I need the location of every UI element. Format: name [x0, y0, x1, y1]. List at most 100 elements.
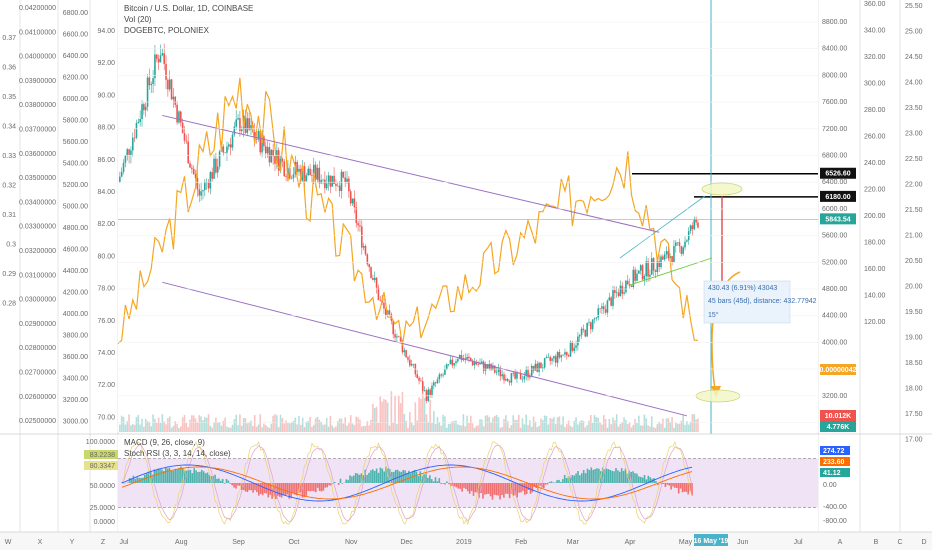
candle-body [532, 365, 535, 371]
indicator-right-tick: 274.72 [823, 448, 845, 455]
left-axis-c-tick: 5800.00 [63, 118, 88, 125]
macd-histogram-bar [468, 483, 471, 494]
candle-body [481, 361, 483, 364]
macd-histogram-bar [432, 481, 435, 483]
macd-histogram-bar [375, 468, 378, 483]
macd-histogram-bar [687, 483, 689, 495]
volume-bar [543, 415, 546, 432]
volume-bar [643, 414, 646, 432]
volume-bar [228, 427, 230, 432]
macd-histogram-bar [539, 483, 541, 486]
candle-body [366, 254, 369, 265]
price-badge-current-bg [820, 213, 856, 225]
left-axis-d-tick: 76.00 [97, 318, 115, 325]
macd-histogram-bar [666, 483, 669, 485]
right-axis-b-tick: 220.00 [864, 187, 886, 194]
macd-histogram-bar [354, 472, 357, 483]
candle-body [146, 77, 149, 107]
candle-body [543, 358, 546, 368]
candle-body [259, 130, 262, 153]
macd-histogram-bar [417, 476, 420, 483]
volume-bar [204, 417, 206, 432]
volume-bar [464, 426, 467, 432]
candle-body [588, 322, 590, 323]
wedge-upper[interactable] [619, 195, 706, 259]
volume-bar [455, 420, 457, 432]
volume-bar [625, 419, 627, 432]
candle-body [514, 372, 516, 379]
volume-bar [191, 415, 193, 432]
volume-bar [252, 426, 254, 432]
candle-body [409, 359, 411, 366]
volume-bar [144, 418, 147, 432]
volume-bar [202, 420, 204, 432]
macd-histogram-bar [548, 481, 551, 483]
macd-histogram-bar [679, 483, 682, 489]
candle-body [261, 136, 263, 153]
candle-body [662, 256, 664, 260]
right-price-scales[interactable]: 8800.00 8400.00 8000.00 7600.00 7200.00 6800.… [817, 0, 932, 532]
target-ellipse-top[interactable] [701, 182, 743, 196]
macd-histogram-bar [290, 483, 292, 499]
candle-body [434, 382, 437, 384]
volume-bar [246, 423, 249, 432]
volume-bar [349, 415, 352, 432]
candle-body [595, 317, 598, 319]
macd-histogram-bar [590, 467, 593, 483]
volume-bar [645, 418, 648, 432]
volume-bar [444, 416, 446, 432]
volume-bar [684, 424, 686, 432]
candle-body [222, 146, 225, 153]
main-price-pane[interactable] [117, 0, 818, 532]
candle-body [342, 171, 345, 178]
macd-histogram-bar [261, 483, 264, 496]
right-axis-b-tick: 160.00 [864, 266, 886, 273]
left-axis-d-tick: 84.00 [97, 189, 115, 196]
candle-body [497, 368, 500, 372]
volume-bar [492, 417, 494, 432]
right-axis-a-tick: 6800.00 [822, 153, 847, 160]
macd-histogram-bar [128, 478, 131, 483]
macd-histogram-bar [258, 483, 260, 496]
macd-histogram-bar [643, 475, 646, 483]
indicator-pane[interactable]: 100.0000 83.2238 80.3347 50.0000 25.0000 0.00… [0, 433, 932, 532]
volume-bar [385, 399, 387, 432]
left-axis-c-tick: 6200.00 [63, 75, 88, 82]
macd-histogram-bar [491, 483, 494, 500]
right-axis-b-tick: 200.00 [864, 213, 886, 220]
volume-bar [695, 419, 697, 432]
candle-body [194, 173, 197, 179]
volume-bar [530, 426, 533, 432]
volume-bar [647, 425, 649, 432]
channel-lower-line[interactable] [162, 281, 687, 417]
right-axis-c-tick: 25.50 [905, 3, 923, 10]
candle-body [257, 130, 260, 140]
volume-bar [157, 417, 160, 432]
macd-histogram-bar [579, 475, 581, 483]
volume-bar [239, 414, 241, 432]
projection-curve[interactable] [711, 271, 741, 394]
macd-histogram-bar [489, 483, 492, 497]
left-price-scales[interactable]: 0.370.360.350.340.330.320.310.30.290.280… [0, 0, 119, 532]
channel-upper-line[interactable] [162, 114, 660, 233]
macd-histogram-bar [581, 473, 583, 483]
right-axis-c-tick: 22.00 [905, 182, 923, 189]
macd-histogram-bar [394, 469, 397, 483]
candle-body [216, 166, 219, 173]
candle-body [348, 178, 350, 192]
candle-body [477, 364, 479, 365]
macd-histogram-bar [524, 483, 526, 495]
time-axis[interactable]: Jul Aug Sep Oct Nov Dec 2019 Feb Mar Apr May Jun Jul… [0, 531, 932, 550]
candle-body [368, 264, 370, 268]
candle-body [556, 352, 559, 363]
measure-tool-box[interactable]: 430.43 (6.91%) 43043 45 bars (45d), dist… [703, 280, 817, 324]
right-axis-c-tick: 17.00 [905, 437, 923, 444]
candle-body [630, 285, 633, 288]
right-axis-c-tick: 20.50 [905, 258, 923, 265]
candle-body [141, 104, 143, 120]
candle-body [676, 242, 679, 243]
macd-histogram-bar [356, 473, 359, 483]
volume-bar [211, 427, 213, 432]
